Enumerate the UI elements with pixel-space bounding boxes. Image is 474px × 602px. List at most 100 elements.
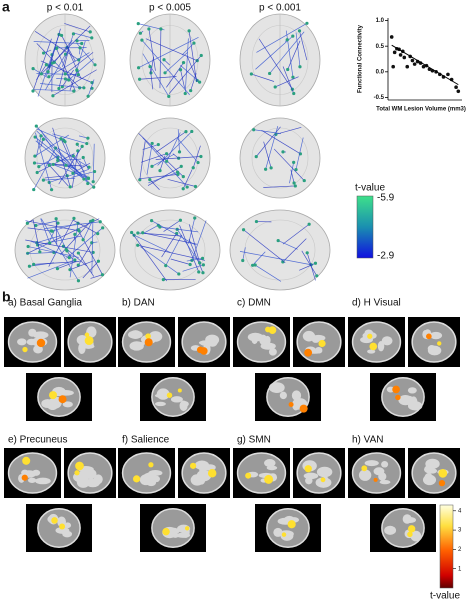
node	[177, 272, 181, 276]
node	[138, 31, 142, 35]
activation	[132, 475, 141, 483]
point	[454, 85, 458, 89]
connection	[57, 147, 90, 168]
node	[150, 164, 154, 168]
colorbar-tick-label: 3	[458, 528, 462, 534]
colorbar-label: -2.9	[377, 251, 395, 262]
connection	[140, 246, 180, 275]
activation	[437, 341, 442, 346]
glass-brain-inner	[141, 127, 199, 189]
glass-brain-inner	[29, 219, 101, 281]
node	[51, 162, 55, 167]
activation	[426, 333, 432, 340]
node	[191, 166, 195, 170]
white-matter	[41, 399, 54, 408]
connection	[182, 169, 193, 189]
activation	[145, 333, 151, 339]
connection	[74, 32, 92, 39]
node	[252, 128, 256, 132]
white-matter	[268, 382, 285, 393]
node	[46, 70, 50, 74]
connection	[301, 250, 318, 276]
white-matter	[264, 335, 271, 345]
white-matter	[381, 460, 389, 468]
connection	[68, 58, 94, 81]
node	[96, 259, 101, 263]
connection	[35, 220, 58, 226]
node	[294, 167, 298, 172]
node	[87, 165, 91, 169]
node	[147, 27, 151, 31]
white-matter	[247, 332, 264, 342]
activation	[299, 404, 308, 413]
point	[389, 35, 394, 39]
trendline	[391, 44, 459, 86]
node	[100, 273, 105, 277]
node	[98, 220, 102, 224]
node	[93, 63, 97, 67]
node	[190, 129, 194, 134]
node	[86, 176, 90, 180]
brain-tissue	[351, 321, 402, 363]
white-matter	[175, 532, 191, 538]
node	[148, 178, 152, 182]
node	[78, 46, 82, 50]
connection	[49, 165, 69, 187]
connection	[69, 223, 79, 278]
brain-tissue	[121, 452, 172, 494]
activation	[22, 346, 28, 353]
connection	[36, 43, 80, 89]
connection	[131, 232, 168, 282]
white-matter	[379, 480, 391, 485]
colorbar-tick-label: 2	[458, 547, 462, 553]
node	[39, 134, 43, 138]
connection	[36, 73, 79, 75]
node	[197, 270, 201, 274]
connection	[159, 155, 166, 171]
node	[140, 38, 144, 42]
node	[57, 86, 61, 91]
connection	[32, 38, 52, 92]
activation	[166, 392, 173, 398]
connection	[71, 171, 95, 178]
activation	[392, 385, 400, 394]
white-matter	[311, 337, 320, 343]
connection	[27, 218, 100, 254]
node	[196, 160, 200, 165]
point	[446, 72, 450, 77]
connection	[161, 233, 177, 258]
node	[305, 251, 309, 255]
node	[181, 61, 186, 65]
connection	[167, 178, 196, 187]
connection	[27, 259, 75, 279]
node	[85, 141, 89, 146]
connection	[299, 262, 316, 271]
node	[96, 232, 100, 236]
activation	[59, 523, 66, 530]
node	[41, 51, 46, 55]
white-matter	[367, 349, 376, 354]
point	[402, 55, 407, 60]
connection	[263, 185, 296, 188]
connection	[254, 264, 282, 282]
node	[138, 77, 142, 81]
connection	[27, 227, 52, 232]
node	[273, 85, 277, 89]
white-matter	[154, 401, 166, 407]
node	[86, 136, 90, 140]
glass-brain-inner	[36, 127, 94, 189]
connection	[150, 56, 154, 73]
connection	[263, 141, 272, 168]
activation	[407, 531, 413, 538]
activation	[407, 525, 416, 533]
connection	[90, 274, 103, 279]
connection	[166, 62, 184, 88]
connection	[58, 48, 70, 89]
glass-brain	[239, 117, 321, 199]
connection	[60, 138, 73, 164]
connection	[36, 235, 61, 244]
connection	[176, 229, 201, 265]
node	[253, 263, 257, 267]
node	[88, 30, 92, 34]
activation	[148, 462, 154, 468]
